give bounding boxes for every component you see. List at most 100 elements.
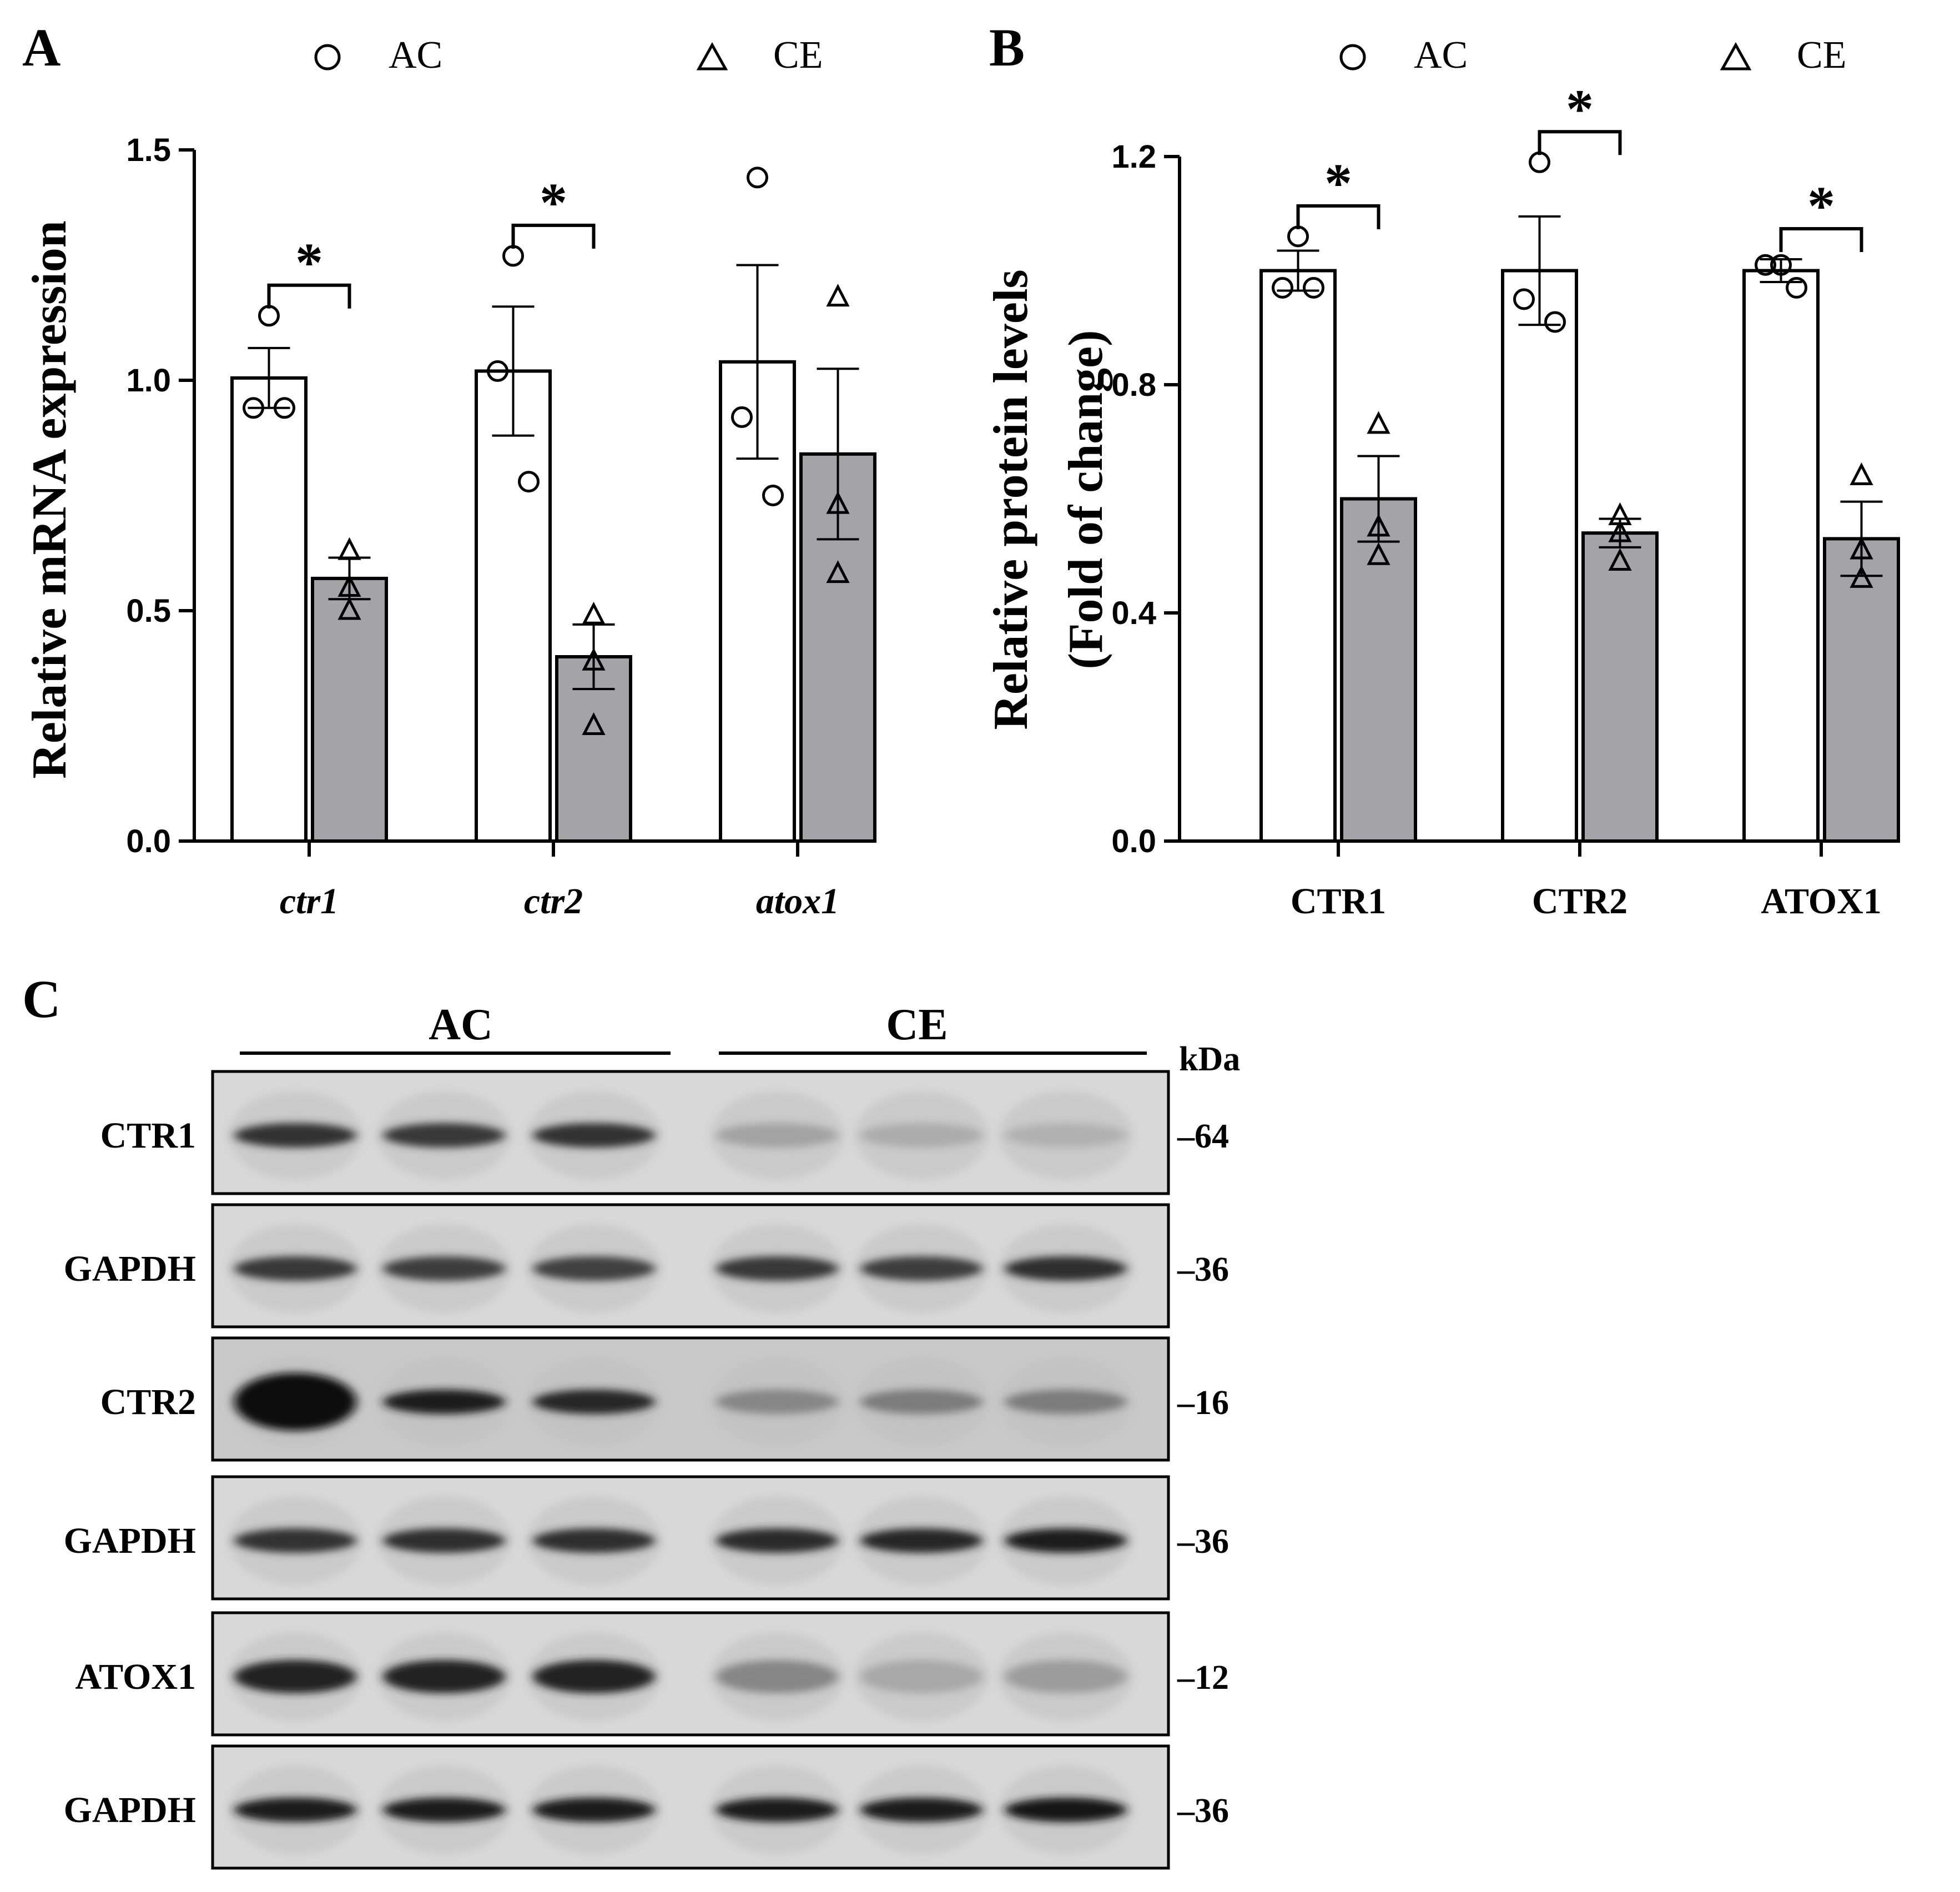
bar-ac — [1501, 269, 1578, 843]
data-point-triangle — [1608, 548, 1632, 571]
blot-panel — [211, 1070, 1170, 1195]
blot-kda-marker: –16 — [1177, 1384, 1229, 1422]
legend-a-ce: CE — [773, 34, 823, 77]
y-axis-title-b-line2: (Fold of change) — [1059, 330, 1113, 669]
legend-triangle-marker — [696, 42, 728, 71]
data-point-triangle — [582, 647, 606, 671]
blot-band — [533, 1660, 655, 1693]
blot-kda-marker: –36 — [1177, 1523, 1229, 1561]
x-tick-label: atox1 — [756, 881, 839, 922]
blot-kda-marker: –64 — [1177, 1118, 1229, 1155]
blot-kda-marker: –36 — [1177, 1792, 1229, 1830]
blot-row-label: GAPDH — [64, 1249, 196, 1289]
significance-bracket — [1779, 227, 1863, 252]
blot-band — [533, 1123, 655, 1148]
chart-b: Relative protein levels (Fold of change)… — [984, 78, 1900, 922]
data-point-triangle — [337, 574, 361, 597]
blot-band — [533, 1256, 655, 1281]
blot-band — [234, 1660, 356, 1693]
data-point-triangle — [337, 597, 361, 620]
blot-band — [1005, 1528, 1127, 1553]
data-point-circle — [1544, 311, 1566, 333]
blot-band — [1005, 1390, 1127, 1414]
blot-row-label: CTR2 — [100, 1382, 196, 1422]
data-point-triangle — [1367, 411, 1390, 434]
blot-band — [234, 1528, 356, 1553]
y-tick-label: 0.0 — [126, 823, 171, 859]
legend-a-ac: AC — [389, 34, 442, 77]
blot-band — [716, 1528, 838, 1553]
blot-band — [860, 1123, 982, 1148]
data-point-triangle — [826, 491, 850, 514]
data-point-circle — [1272, 276, 1293, 299]
blot-band — [234, 1798, 356, 1822]
data-point-circle — [1513, 288, 1535, 310]
y-tick-label: 0.4 — [1111, 595, 1156, 631]
significance-bracket — [1296, 204, 1380, 229]
data-point-circle — [762, 485, 784, 506]
data-point-circle — [258, 305, 280, 327]
x-tick-label: CTR2 — [1532, 881, 1628, 922]
panel-b-label: B — [989, 18, 1025, 77]
x-tick-label: ctr1 — [280, 881, 339, 922]
y-tick-label: 1.5 — [126, 132, 171, 168]
blot-kda-marker: –36 — [1177, 1251, 1229, 1289]
western-blot: AC CE kDa CTR1 –64 GAPDH –36 CTR2 –16 GAPDH –36… — [64, 1000, 1240, 1870]
data-point-circle — [274, 397, 295, 419]
panel-a-label: A — [22, 18, 61, 77]
data-point-circle — [747, 167, 768, 189]
blot-row-label: GAPDH — [64, 1790, 196, 1830]
legend-b: AC CE — [1339, 34, 1846, 77]
kda-unit-label: kDa — [1179, 1040, 1240, 1078]
data-point-triangle — [1367, 514, 1390, 537]
blot-row-label: ATOX1 — [75, 1657, 196, 1697]
bar-ac — [1742, 269, 1820, 843]
data-point-triangle — [1367, 542, 1390, 565]
legend-circle-marker — [314, 44, 341, 71]
blot-band — [716, 1798, 838, 1822]
blot-kda-marker: –12 — [1177, 1659, 1229, 1697]
data-point-circle — [487, 360, 508, 382]
blot-band — [1005, 1660, 1127, 1693]
significance-star: * — [1566, 78, 1594, 139]
significance-star: * — [1324, 152, 1352, 214]
blot-band — [860, 1660, 982, 1693]
data-point-triangle — [582, 712, 606, 735]
blot-band — [383, 1660, 505, 1693]
data-point-circle — [1755, 254, 1776, 276]
bar-ac — [1259, 269, 1337, 843]
y-tick-label: 0.8 — [1111, 367, 1156, 403]
data-point-triangle — [1850, 462, 1873, 485]
blot-band — [533, 1390, 655, 1414]
blot-group-ac: AC — [429, 1000, 493, 1049]
blot-row-label: GAPDH — [64, 1521, 196, 1561]
chart-a: Relative mRNA expression 0.0 0.5 1.0 1.5 ctr… — [23, 132, 876, 922]
legend-b-ac: AC — [1414, 34, 1468, 77]
legend-circle-marker — [1339, 44, 1366, 71]
y-tick-label: 1.2 — [1111, 139, 1156, 175]
significance-bracket — [267, 283, 351, 309]
bar-ce — [1340, 497, 1417, 843]
y-tick-label: 0.5 — [126, 593, 171, 629]
blot-band — [383, 1798, 505, 1822]
data-point-triangle — [1850, 565, 1873, 588]
bar-ac — [230, 376, 308, 843]
data-point-circle — [1770, 254, 1792, 276]
y-axis-title-a: Relative mRNA expression — [23, 220, 77, 778]
data-point-circle — [518, 471, 540, 493]
blot-band — [234, 1256, 356, 1281]
data-point-circle — [1303, 276, 1324, 299]
x-tick-label: ctr2 — [524, 881, 583, 922]
blot-band — [716, 1390, 838, 1414]
blot-band — [234, 1123, 356, 1148]
blot-band — [716, 1256, 838, 1281]
blot-band — [533, 1798, 655, 1822]
blot-band — [860, 1390, 982, 1414]
bar-ce — [1581, 531, 1659, 843]
data-point-triangle — [1850, 536, 1873, 560]
data-point-triangle — [826, 284, 850, 307]
blot-band — [716, 1660, 838, 1693]
data-point-triangle — [337, 537, 361, 560]
blot-row-label: CTR1 — [100, 1115, 196, 1156]
